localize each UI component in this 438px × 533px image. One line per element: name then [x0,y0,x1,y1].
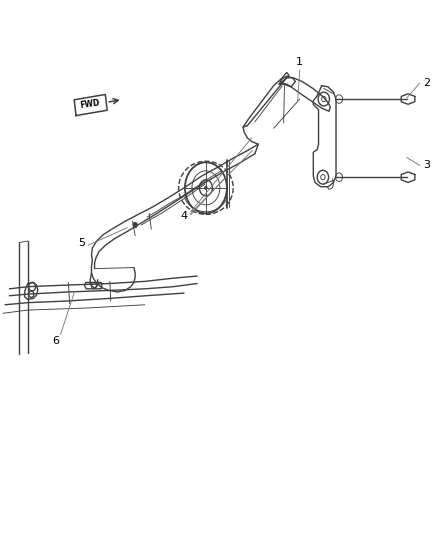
Text: 6: 6 [52,336,59,346]
Text: 5: 5 [78,238,85,247]
Text: 3: 3 [423,160,430,171]
FancyArrowPatch shape [109,99,118,103]
Text: 2: 2 [423,78,430,88]
Circle shape [204,185,208,190]
Text: FWD: FWD [80,99,101,110]
Text: 1: 1 [296,57,303,67]
Polygon shape [74,94,107,116]
Circle shape [133,222,138,228]
Text: 4: 4 [180,211,187,221]
